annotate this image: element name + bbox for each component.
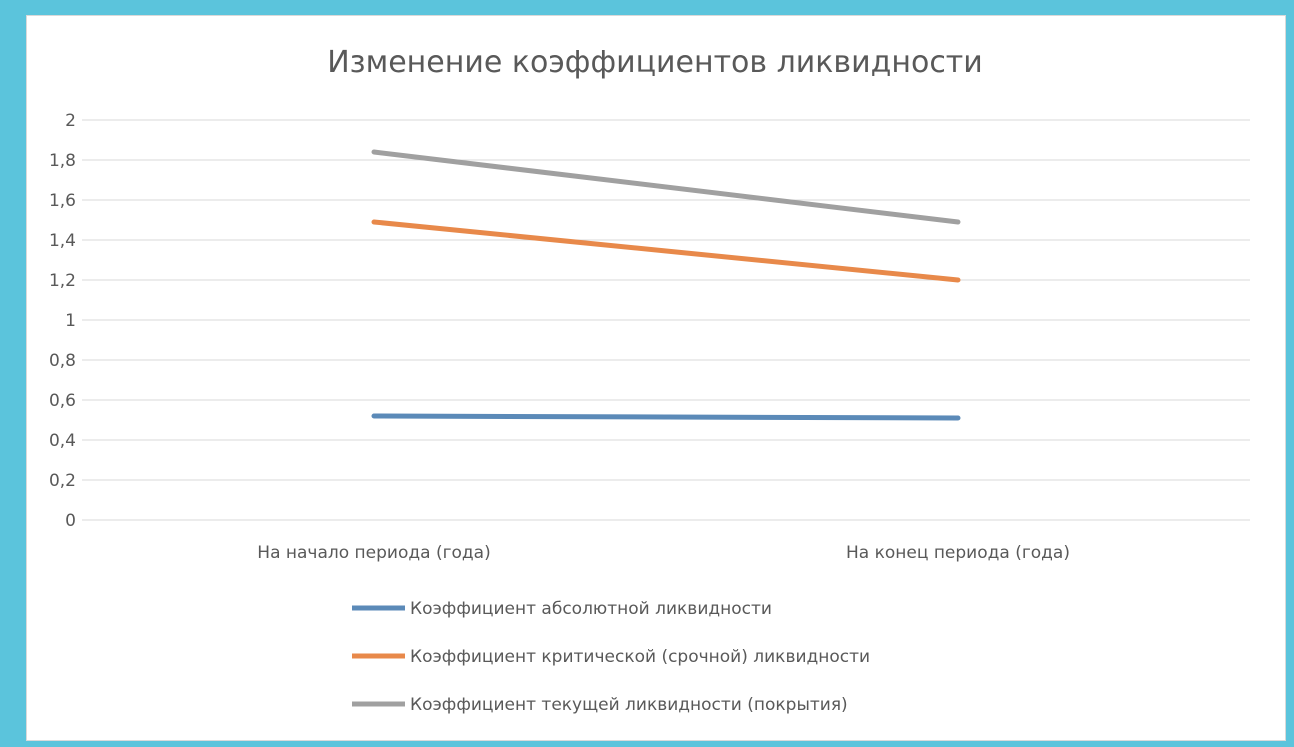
y-tick-label: 1,6 xyxy=(49,191,76,211)
y-tick-label: 0,2 xyxy=(49,471,76,491)
chart-area xyxy=(26,15,1286,741)
y-tick-label: 0,6 xyxy=(49,391,76,411)
y-tick-label: 0,8 xyxy=(49,351,76,371)
legend-label: Коэффициент абсолютной ликвидности xyxy=(410,599,772,619)
series-line xyxy=(371,149,961,225)
y-tick-label: 1 xyxy=(65,311,76,331)
series-line xyxy=(371,219,961,283)
x-axis-ticks: На начало периода (года) На конец периода… xyxy=(257,543,1070,563)
legend-label: Коэффициент текущей ликвидности (покрыти… xyxy=(410,695,848,715)
series-line xyxy=(371,413,961,421)
legend: Коэффициент абсолютной ликвидности Коэффи… xyxy=(352,599,870,715)
chart-title: Изменение коэффициентов ликвидности xyxy=(327,45,983,80)
y-axis-ticks: 0 0,2 0,4 0,6 0,8 1 1,2 1,4 1,6 1,8 2 xyxy=(49,111,76,531)
y-tick-label: 1,2 xyxy=(49,271,76,291)
y-tick-label: 1,4 xyxy=(49,231,76,251)
y-tick-label: 0 xyxy=(65,511,76,531)
legend-label: Коэффициент критической (срочной) ликвид… xyxy=(410,647,870,667)
x-tick-label: На конец периода (года) xyxy=(846,543,1070,563)
y-tick-label: 0,4 xyxy=(49,431,76,451)
y-tick-label: 1,8 xyxy=(49,151,76,171)
gridlines xyxy=(82,119,1250,521)
x-tick-label: На начало периода (года) xyxy=(257,543,490,563)
y-tick-label: 2 xyxy=(65,111,76,131)
series-lines xyxy=(371,149,961,421)
